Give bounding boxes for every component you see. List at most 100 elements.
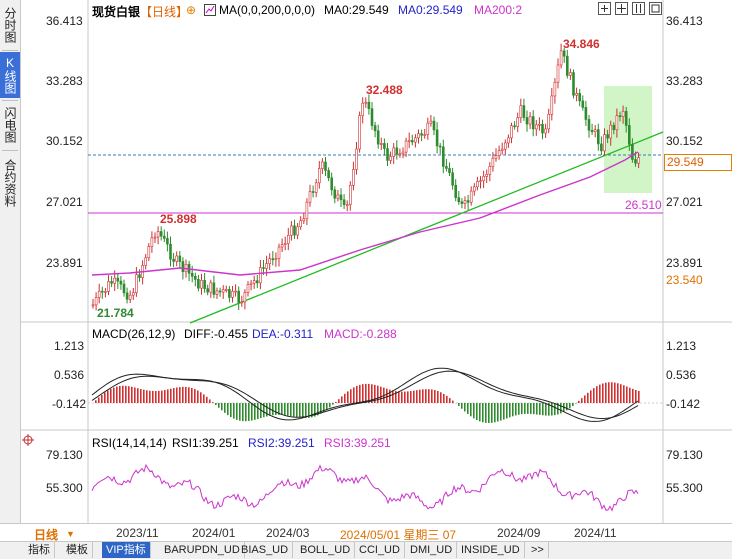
macd-bar (281, 403, 283, 415)
candle-body (390, 156, 392, 160)
candle-body (545, 129, 547, 133)
macd-bar (542, 403, 544, 415)
candle-body (554, 82, 556, 96)
macd-bar (203, 394, 205, 403)
ma200-price-tag: 26.510 (625, 198, 662, 212)
candle-body (619, 116, 621, 117)
macd-bar (326, 403, 328, 410)
macd-bar (188, 387, 190, 403)
macd-bar (137, 388, 139, 403)
candle-body (427, 123, 429, 134)
candle-body (396, 148, 398, 155)
candle-body (294, 226, 296, 235)
candle-body (573, 73, 575, 96)
candle-body (480, 181, 482, 182)
candle-body (306, 202, 308, 219)
candle-body (638, 158, 640, 163)
candle-body (411, 140, 413, 142)
tabs-more-button[interactable]: >> (527, 542, 549, 558)
candle-body (297, 227, 299, 235)
candle-body (132, 293, 134, 295)
candle-body (160, 232, 162, 237)
candle-body (449, 168, 451, 172)
candle-body (610, 125, 612, 138)
candle-body (430, 121, 432, 123)
date-label: 2024/11 (574, 526, 617, 540)
tab-barupdn[interactable]: BARUPDN_UD (160, 542, 245, 558)
tab-inside[interactable]: INSIDE_UD (457, 542, 525, 558)
macd-bar (554, 403, 556, 415)
chevron-down-icon[interactable]: ▼ (66, 529, 75, 539)
macd-bar (329, 403, 331, 407)
candle-body (228, 289, 230, 297)
candle-body (492, 158, 494, 166)
candle-body (176, 256, 178, 261)
macd-bar (272, 403, 274, 415)
candle-body (204, 280, 206, 288)
macd-bar (512, 403, 514, 416)
macd-bar (164, 390, 166, 403)
macd-bar (227, 403, 229, 415)
macd-bar (194, 389, 196, 403)
tab-vip-indicator[interactable]: VIP指标 (102, 542, 151, 558)
candle-body (467, 201, 469, 203)
candle-body (145, 258, 147, 266)
candle-body (148, 247, 150, 258)
macd-bar (332, 403, 334, 405)
candle-body (281, 245, 283, 247)
macd-bar (158, 391, 160, 403)
macd-bar (209, 399, 211, 403)
candle-body (278, 247, 280, 259)
candle-body (504, 143, 506, 149)
macd-bar (425, 389, 427, 403)
candle-body (210, 283, 212, 292)
macd-bar (476, 403, 478, 420)
candle-body (241, 302, 243, 303)
candle-body (157, 232, 159, 238)
macd-bar (581, 398, 583, 403)
peak-annotation: 32.488 (366, 83, 403, 97)
candle-body (356, 149, 358, 170)
candle-body (408, 140, 410, 141)
macd-bar (596, 386, 598, 403)
rsi-line (92, 465, 638, 510)
tab-indicator[interactable]: 指标 (24, 542, 55, 558)
candle-body (303, 219, 305, 221)
candle-body (507, 138, 509, 143)
candle-body (117, 278, 119, 281)
macd-bar (206, 397, 208, 403)
macd-bar (587, 393, 589, 403)
candle-body (445, 166, 447, 168)
macd-bar (242, 403, 244, 421)
candle-body (635, 159, 637, 163)
candle-body (523, 106, 525, 118)
macd-bar (503, 403, 505, 420)
candle-body (557, 65, 559, 82)
tab-cci[interactable]: CCI_UD (355, 542, 405, 558)
macd-bar (572, 403, 574, 406)
tab-template[interactable]: 模板 (62, 542, 93, 558)
macd-bar (191, 388, 193, 403)
candle-body (321, 162, 323, 169)
candle-body (272, 259, 274, 260)
macd-bar (155, 391, 157, 403)
candle-body (616, 116, 618, 130)
candle-body (365, 102, 367, 103)
tab-boll[interactable]: BOLL_UD (296, 542, 355, 558)
candle-body (346, 205, 348, 206)
candle-body (566, 56, 568, 75)
low-price-tag: 23.540 (666, 273, 703, 287)
macd-bar (488, 403, 490, 423)
date-label: 2024/09 (497, 526, 540, 540)
macd-bar (518, 403, 520, 415)
macd-bar (617, 383, 619, 403)
candle-body (163, 236, 165, 238)
macd-bar (422, 389, 424, 403)
candle-body (607, 135, 609, 138)
candle-body (135, 275, 137, 293)
macd-bar (392, 390, 394, 403)
tab-dmi[interactable]: DMI_UD (406, 542, 457, 558)
low-annotation: 21.784 (97, 306, 134, 320)
tab-bias[interactable]: BIAS_UD (237, 542, 293, 558)
candle-body (154, 237, 156, 238)
